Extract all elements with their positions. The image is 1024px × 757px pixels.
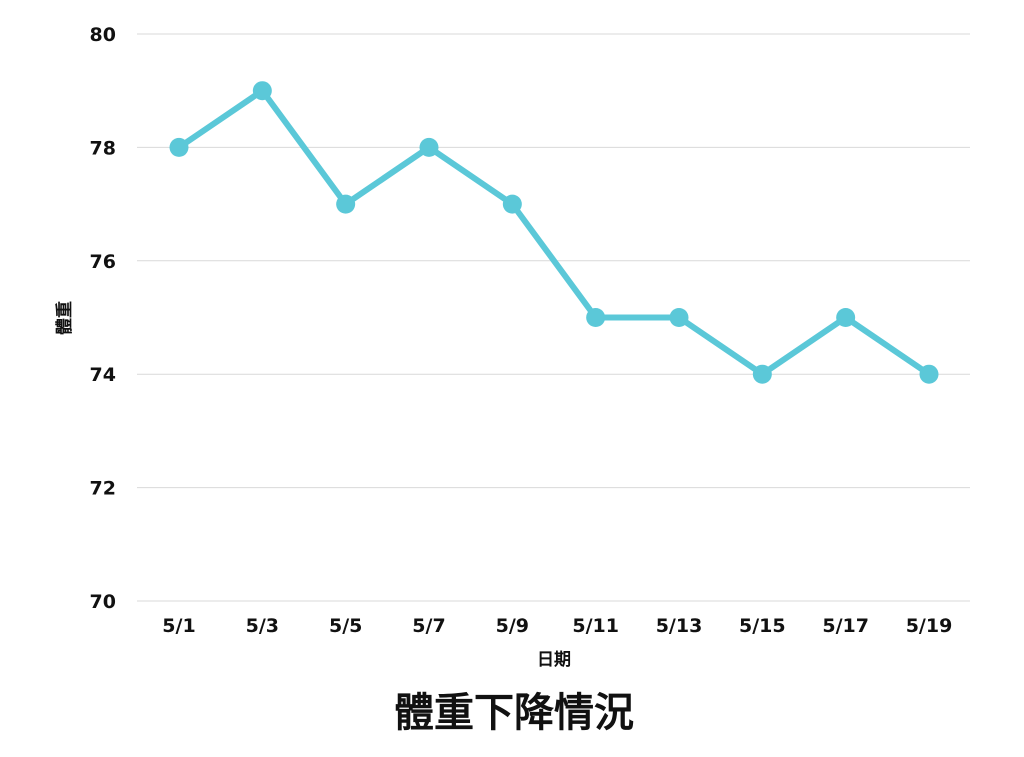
x-tick-label: 5/15 bbox=[739, 615, 786, 637]
x-tick-label: 5/13 bbox=[656, 615, 703, 637]
data-point bbox=[836, 308, 856, 327]
x-tick-label: 5/9 bbox=[496, 615, 529, 637]
x-axis-ticks: 5/1 5/3 5/5 5/7 5/9 5/11 5/13 5/15 5/17 5/19 bbox=[162, 615, 952, 637]
y-tick-label: 80 bbox=[90, 24, 116, 46]
y-tick-label: 70 bbox=[90, 591, 116, 613]
data-point bbox=[586, 308, 606, 327]
x-tick-label: 5/17 bbox=[822, 615, 869, 637]
data-point bbox=[336, 194, 356, 214]
x-tick-label: 5/5 bbox=[329, 615, 362, 637]
data-point bbox=[669, 308, 689, 327]
x-tick-label: 5/11 bbox=[572, 615, 619, 637]
chart-title: 體重下降情況 bbox=[394, 690, 634, 736]
x-tick-label: 5/3 bbox=[246, 615, 279, 637]
y-tick-label: 74 bbox=[90, 364, 116, 386]
y-axis-title: 體重 bbox=[54, 301, 75, 335]
y-axis-ticks: 70 72 74 76 78 80 bbox=[90, 24, 116, 613]
y-tick-label: 72 bbox=[90, 478, 116, 500]
data-point bbox=[252, 81, 272, 101]
x-axis-title: 日期 bbox=[537, 650, 571, 670]
gridlines bbox=[137, 33, 970, 602]
y-tick-label: 78 bbox=[90, 137, 116, 159]
data-point bbox=[919, 364, 939, 384]
y-tick-label: 76 bbox=[90, 251, 116, 273]
data-point bbox=[169, 137, 189, 157]
x-tick-label: 5/7 bbox=[412, 615, 445, 637]
x-tick-label: 5/1 bbox=[162, 615, 195, 637]
data-point bbox=[502, 194, 522, 214]
data-point bbox=[419, 137, 439, 157]
data-point bbox=[752, 364, 772, 384]
series-weight bbox=[169, 81, 939, 384]
series-line bbox=[176, 87, 932, 378]
x-tick-label: 5/19 bbox=[906, 615, 953, 637]
